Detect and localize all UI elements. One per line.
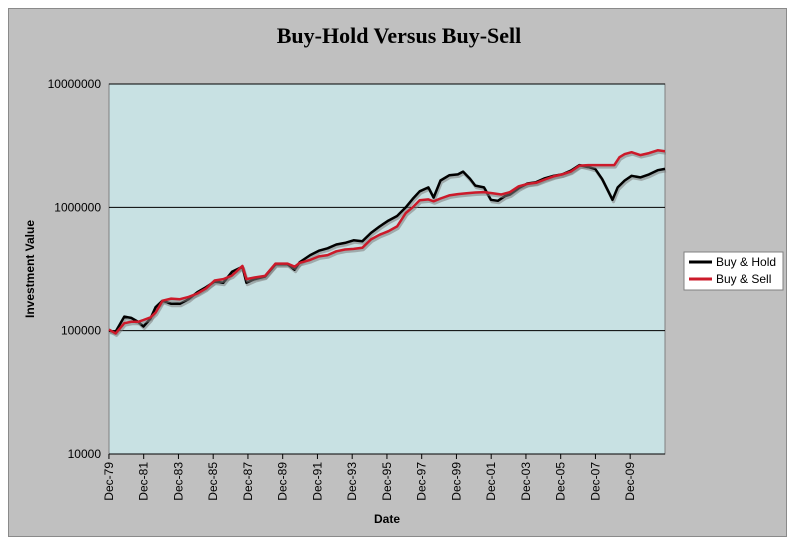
x-tick-label-13: Dec-05 xyxy=(554,462,568,501)
series-shadow-1 xyxy=(109,150,667,337)
y-axis-title: Investment Value xyxy=(23,220,37,318)
x-tick-label-1: Dec-81 xyxy=(137,462,151,501)
x-axis-title: Date xyxy=(374,512,400,526)
x-tick-labels: Dec-79 Dec-81 Dec-83 Dec-85 Dec-87 Dec-89 Dec-… xyxy=(102,454,637,501)
x-tick-label-9: Dec-97 xyxy=(415,462,429,501)
chart-title: Buy-Hold Versus Buy-Sell xyxy=(277,23,522,48)
series-line-1 xyxy=(108,149,666,335)
x-tick-label-7: Dec-93 xyxy=(345,462,359,501)
x-tick-label-8: Dec-95 xyxy=(380,462,394,501)
legend-label-buy-hold: Buy & Hold xyxy=(716,255,776,269)
y-tick-label-0: 10000 xyxy=(68,447,102,461)
y-tick-label-1: 100000 xyxy=(61,324,101,338)
x-tick-label-3: Dec-85 xyxy=(206,462,220,501)
x-tick-label-6: Dec-91 xyxy=(310,462,324,501)
x-tick-label-4: Dec-87 xyxy=(241,462,255,501)
plot-area xyxy=(108,83,666,455)
x-tick-label-12: Dec-03 xyxy=(519,462,533,501)
x-tick-label-0: Dec-79 xyxy=(102,462,116,501)
x-tick-label-11: Dec-01 xyxy=(484,462,498,501)
series-lines xyxy=(108,149,667,337)
y-tick-label-2: 1000000 xyxy=(54,200,101,214)
y-tick-label-3: 10000000 xyxy=(48,77,102,91)
legend-label-buy-sell: Buy & Sell xyxy=(716,272,771,286)
y-tick-labels: 10000 100000 1000000 10000000 xyxy=(48,77,102,461)
chart-frame: Buy-Hold Versus Buy-Sell 10000 100000 1000… xyxy=(8,8,787,537)
legend: Buy & Hold Buy & Sell xyxy=(683,251,784,291)
legend-box xyxy=(683,251,784,291)
x-tick-label-2: Dec-83 xyxy=(171,462,185,501)
x-tick-label-10: Dec-99 xyxy=(449,462,463,501)
chart-svg: Buy-Hold Versus Buy-Sell 100001000001000… xyxy=(23,23,784,526)
x-tick-label-15: Dec-09 xyxy=(623,462,637,501)
x-tick-label-14: Dec-07 xyxy=(588,462,602,501)
x-tick-label-5: Dec-89 xyxy=(276,462,290,501)
